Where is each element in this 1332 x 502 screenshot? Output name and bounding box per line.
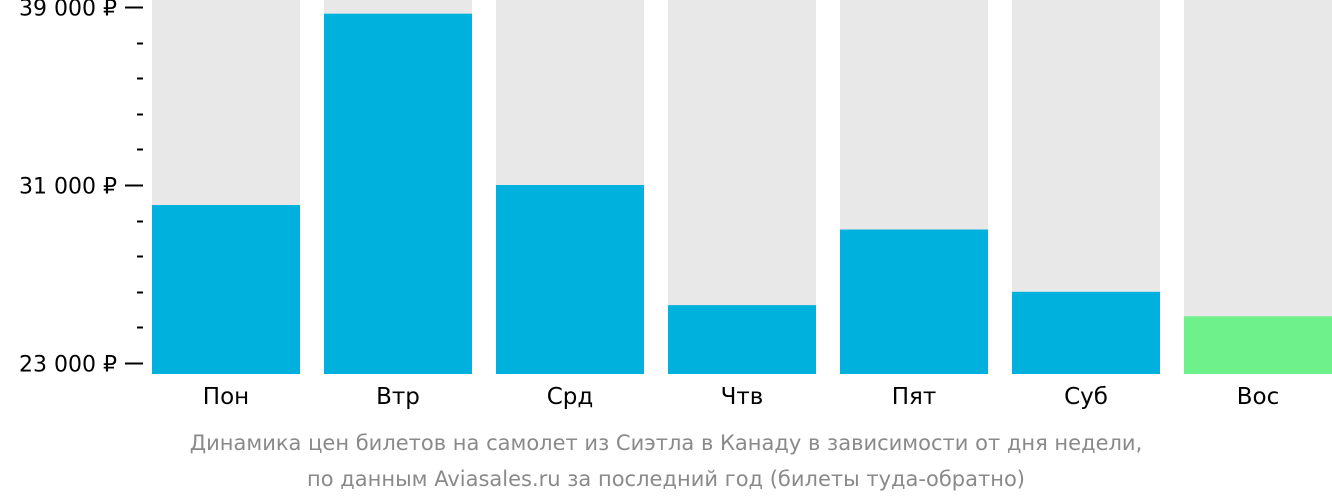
x-tick-label: Чтв — [721, 384, 764, 410]
x-tick-label: Вос — [1237, 384, 1280, 410]
bar-6 — [1012, 291, 1160, 374]
bar-7 — [1184, 316, 1332, 374]
chart-caption-line-2: по данным Aviasales.ru за последний год … — [307, 467, 1025, 491]
bar-background-column — [1184, 0, 1332, 374]
bar-4 — [668, 305, 816, 374]
bar-5 — [840, 229, 988, 374]
x-tick-label: Срд — [547, 384, 594, 410]
y-tick-label: 39 000 ₽ — [19, 0, 117, 22]
chart-caption-line-1: Динамика цен билетов на самолет из Сиэтл… — [189, 431, 1143, 455]
x-tick-label: Суб — [1064, 384, 1108, 410]
x-tick-label: Пят — [892, 384, 937, 410]
bar-1 — [152, 205, 300, 374]
bar-3 — [496, 185, 644, 374]
x-tick-label: Втр — [376, 384, 420, 410]
y-tick-label: 31 000 ₽ — [19, 175, 117, 200]
bar-2 — [324, 13, 472, 375]
y-tick-label: 23 000 ₽ — [19, 353, 117, 378]
x-tick-label: Пон — [203, 384, 249, 410]
